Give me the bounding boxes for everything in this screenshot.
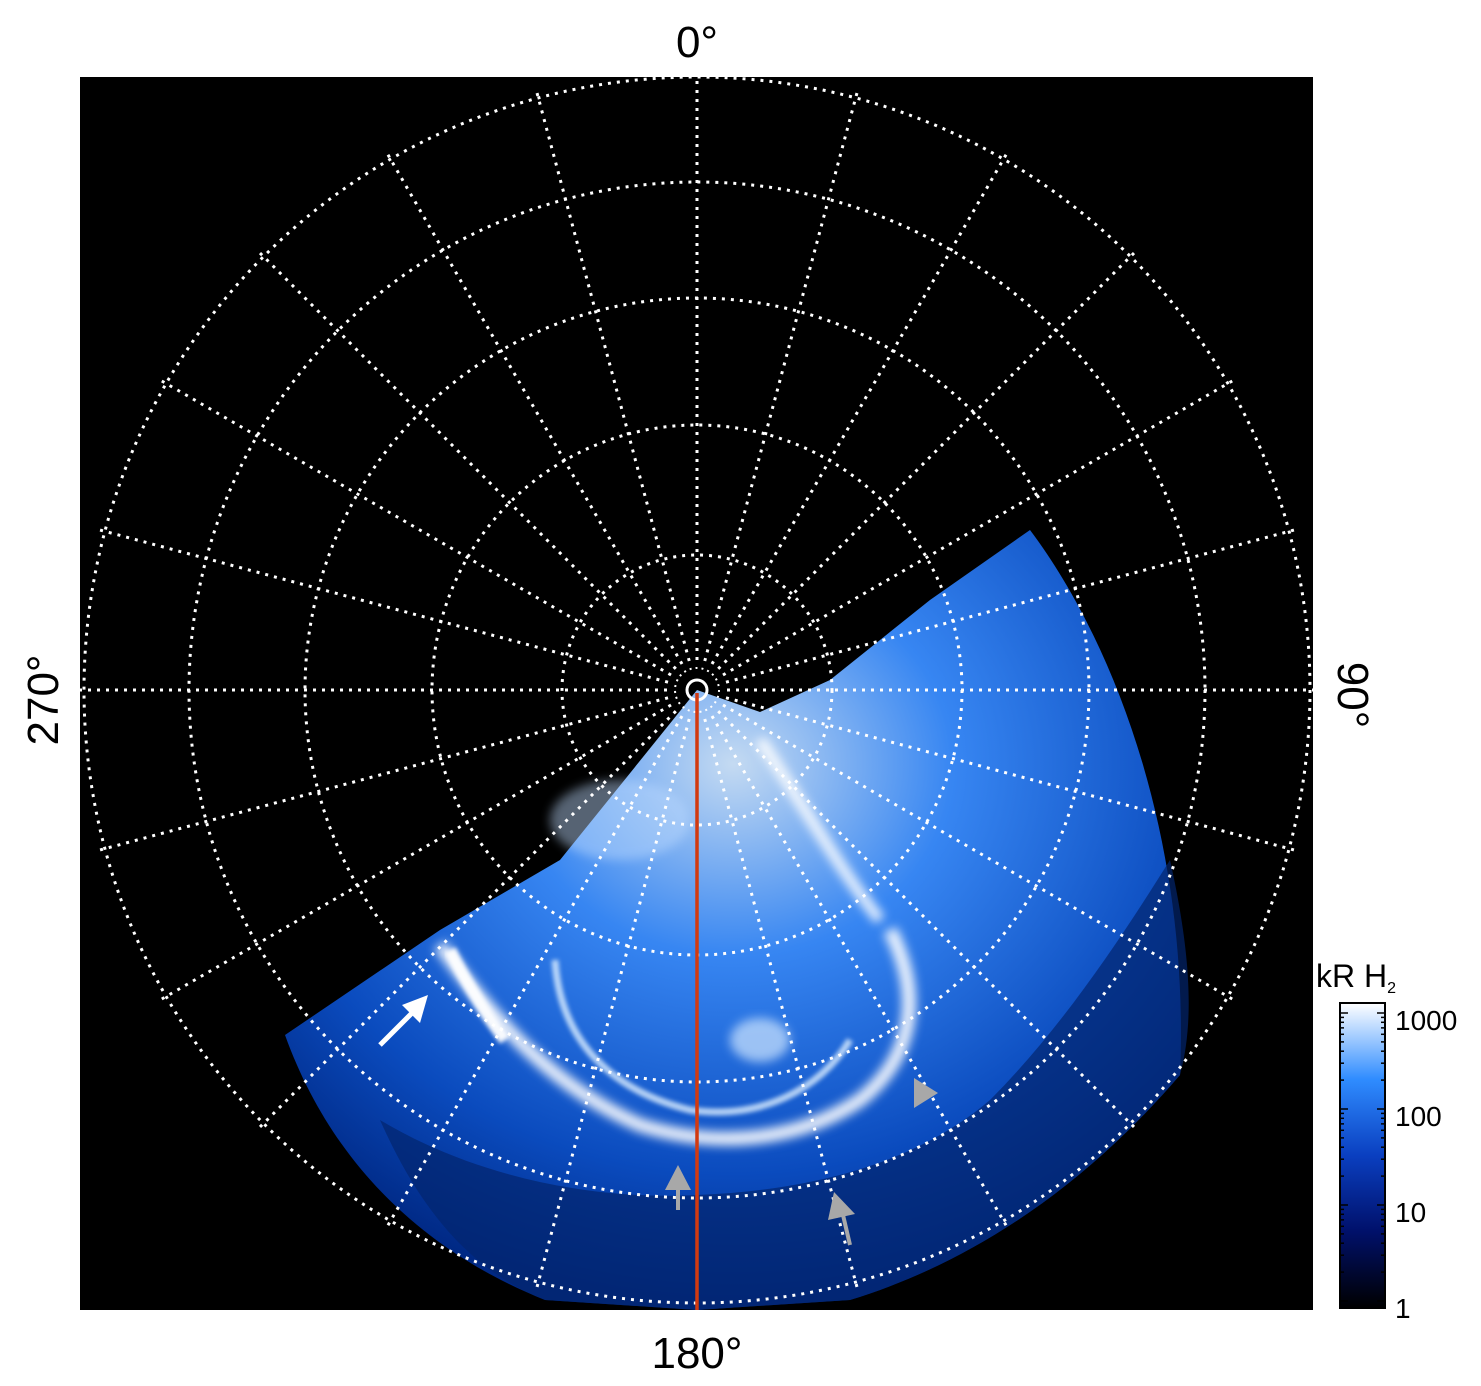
longitude-label-top: 0° (676, 18, 718, 67)
aurora-emission-region (285, 530, 1181, 1310)
colorbar-ticks (1340, 1012, 1385, 1302)
colorbar-tick-100: 100 (1395, 1101, 1442, 1132)
diffuse-emission-patch (550, 780, 690, 860)
colorbar-tick-10: 10 (1395, 1197, 1426, 1228)
pole-marker-outer (674, 667, 720, 713)
gray-arrow-bottom-center (665, 1165, 691, 1210)
longitude-label-left: 270° (19, 654, 68, 745)
colorbar-unit-label: kR H2 (1316, 958, 1396, 997)
colorbar-unit: kR H (1316, 958, 1387, 994)
diffuse-emission-patch (730, 1018, 790, 1062)
colorbar-unit-subscript: 2 (1387, 980, 1396, 997)
aurora-outer-dim-zone (380, 860, 1189, 1310)
colorbar-tick-1: 1 (1395, 1293, 1411, 1324)
bright-streak (755, 736, 885, 924)
main-auroral-oval (434, 926, 916, 1146)
longitude-label-right: 90° (1328, 662, 1377, 729)
gray-arrow-bottom-right (828, 1192, 855, 1246)
inner-oval-arc (551, 959, 854, 1116)
gray-arrowhead-right (914, 1078, 938, 1108)
colorbar-gradient (1339, 1002, 1386, 1309)
white-arrow (378, 995, 428, 1047)
colorbar-tick-1000: 1000 (1395, 1005, 1457, 1036)
longitude-label-bottom: 180° (651, 1329, 742, 1378)
left-bright-band (444, 947, 510, 1044)
colorbar: kR H2 1000 100 10 1 (1316, 958, 1457, 1324)
